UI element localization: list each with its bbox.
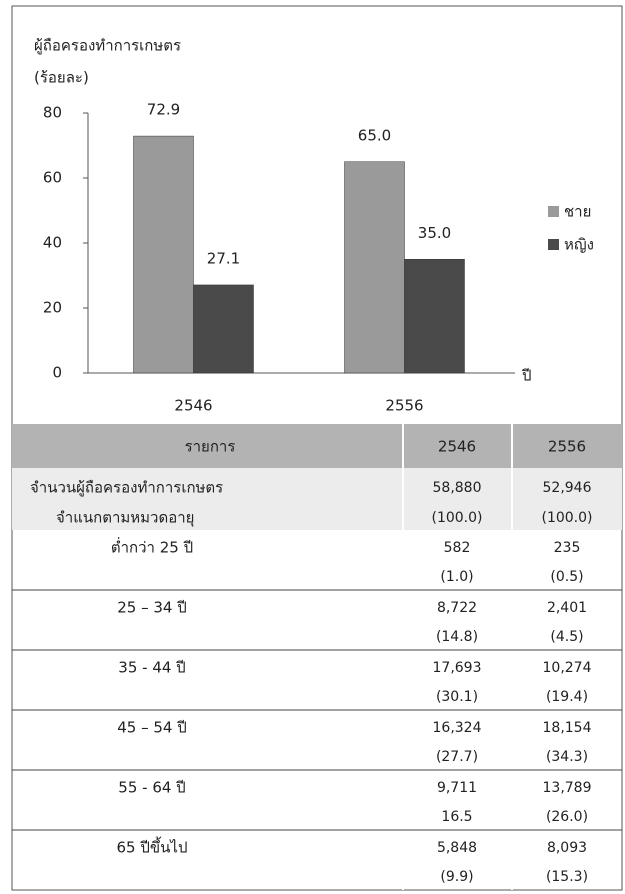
- data-label: 72.9: [147, 101, 180, 119]
- table-header-cell: 2556: [548, 438, 586, 456]
- table-share: (1.0): [440, 569, 473, 585]
- table-value: 58,880: [433, 480, 482, 496]
- data-label: 65.0: [358, 126, 391, 144]
- table-value: 16,324: [433, 720, 482, 736]
- table-value: 8,093: [547, 840, 587, 856]
- table-value: 235: [554, 540, 581, 556]
- row-label: 35 - 44 ปี: [118, 659, 185, 677]
- legend-swatch: [548, 206, 559, 217]
- y-tick-label: 20: [43, 299, 62, 317]
- table-value: 13,789: [543, 780, 592, 796]
- x-axis-label: ปี: [521, 367, 531, 385]
- x-tick-label: 2556: [385, 397, 423, 415]
- bar: [344, 161, 405, 374]
- y-tick-label: 80: [43, 104, 62, 122]
- table-total-bg: [12, 468, 622, 530]
- bar: [193, 284, 254, 374]
- table-share: (27.7): [436, 749, 478, 765]
- table-share: (9.9): [440, 869, 473, 885]
- y-tick-label: 60: [43, 169, 62, 187]
- y-axis-label: (ร้อยละ): [34, 69, 89, 87]
- legend-label: ชาย: [564, 203, 591, 221]
- table-header-bg: [12, 424, 622, 468]
- legend-label: หญิง: [564, 236, 594, 254]
- table-share: (100.0): [431, 510, 482, 526]
- row-label: 45 – 54 ปี: [117, 719, 187, 737]
- table-value: 8,722: [437, 600, 477, 616]
- table-value: 18,154: [543, 720, 592, 736]
- table-value: 5,848: [437, 840, 477, 856]
- table-share: (19.4): [546, 689, 588, 705]
- chart-title: ผู้ถือครองทำการเกษตร: [34, 37, 181, 55]
- table-value: 17,693: [433, 660, 482, 676]
- table-header-cell: รายการ: [185, 438, 236, 456]
- table-value: 52,946: [543, 480, 592, 496]
- data-label: 35.0: [418, 224, 451, 242]
- row-label: จำแนกตามหมวดอายุ: [56, 509, 194, 528]
- table-share: (14.8): [436, 629, 478, 645]
- row-label: จำนวนผู้ถือครองทำการเกษตร: [30, 479, 223, 497]
- table-value: 9,711: [437, 780, 477, 796]
- table-header-cell: 2546: [438, 438, 476, 456]
- table-share: (30.1): [436, 689, 478, 705]
- bar: [404, 259, 465, 374]
- table-share: (34.3): [546, 749, 588, 765]
- table-value: 10,274: [543, 660, 592, 676]
- y-tick-label: 0: [52, 364, 62, 382]
- row-label: 25 – 34 ปี: [117, 599, 187, 617]
- table-share: (0.5): [550, 569, 583, 585]
- table-value: 2,401: [547, 600, 587, 616]
- row-label: 55 - 64 ปี: [118, 779, 185, 797]
- y-tick-label: 40: [43, 234, 62, 252]
- table-share: (15.3): [546, 869, 588, 885]
- bar: [133, 135, 194, 374]
- row-label: ต่ำกว่า 25 ปี: [111, 537, 193, 557]
- table-value: 582: [444, 540, 471, 556]
- table-share: (26.0): [546, 809, 588, 825]
- table-share: 16.5: [441, 809, 472, 825]
- x-tick-label: 2546: [174, 397, 212, 415]
- row-label: 65 ปีขึ้นไป: [117, 837, 188, 857]
- table-share: (100.0): [541, 510, 592, 526]
- data-label: 27.1: [207, 249, 240, 267]
- legend-swatch: [548, 239, 559, 250]
- table-share: (4.5): [550, 629, 583, 645]
